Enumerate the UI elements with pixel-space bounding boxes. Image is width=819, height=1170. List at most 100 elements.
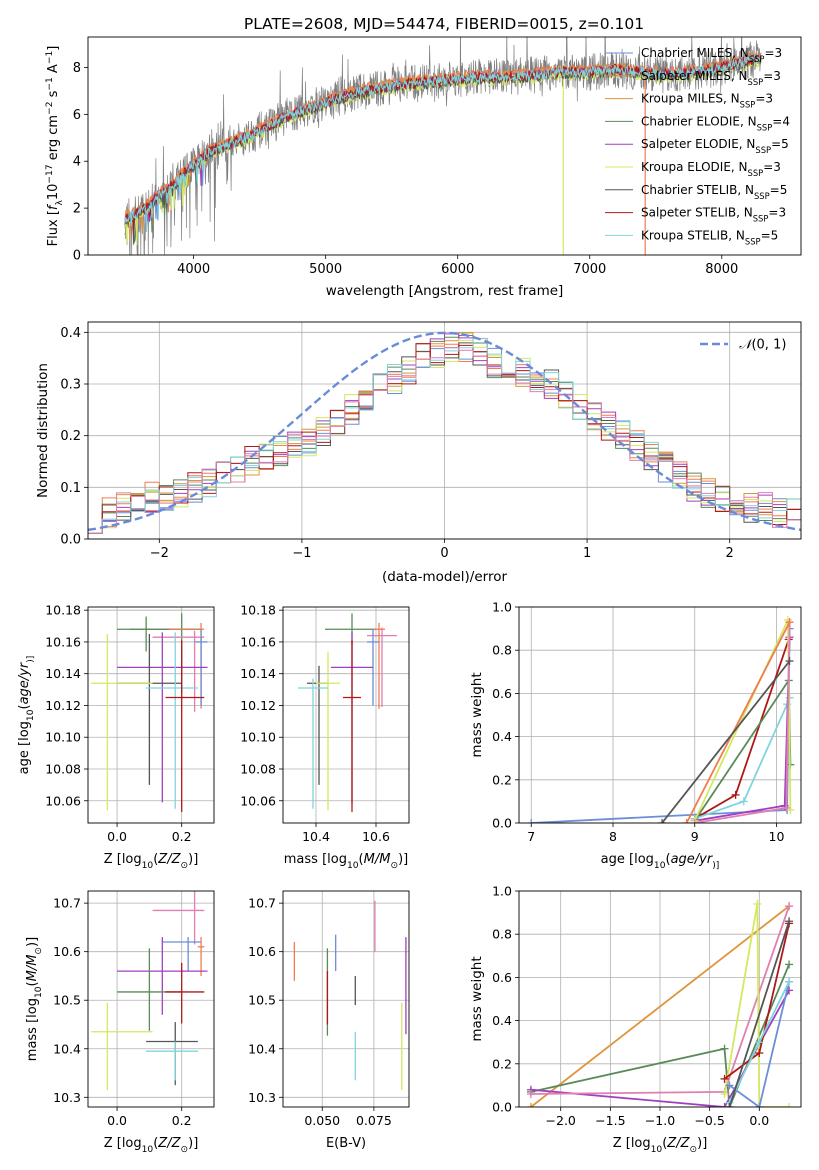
x-tick-label: 10.6 bbox=[362, 829, 390, 844]
y-tick-label: 10.18 bbox=[45, 603, 81, 618]
y-axis-label-part: )] bbox=[26, 656, 36, 663]
mass-weight-marker bbox=[690, 819, 699, 823]
x-axis-label-part: ⊙ bbox=[690, 1145, 698, 1155]
error-bar-point bbox=[298, 678, 328, 809]
plot-area bbox=[283, 607, 409, 823]
y-tick-label: 10.08 bbox=[240, 762, 276, 777]
mass-weight-line bbox=[661, 660, 791, 823]
y-axis-label-part: 10 bbox=[46, 184, 61, 201]
y-axis-label-part: −17 bbox=[45, 164, 55, 183]
y-axis-label: mass weight bbox=[469, 956, 485, 1041]
mass-weight-marker bbox=[526, 1103, 535, 1107]
y-axis-label-part: −1 bbox=[45, 77, 55, 90]
axes-frame bbox=[87, 36, 802, 256]
legend-label-part: SSP bbox=[740, 100, 756, 110]
y-axis-label-part: ⊙ bbox=[34, 947, 44, 955]
y-tick-label: 1.0 bbox=[492, 884, 512, 899]
x-tick-label: 2 bbox=[726, 546, 734, 561]
error-bar-point bbox=[117, 632, 208, 803]
spectrum-lines bbox=[124, 37, 762, 255]
error-bars bbox=[91, 613, 208, 812]
y-tick-label: 0.2 bbox=[492, 772, 512, 787]
x-tick-label: −2.0 bbox=[546, 1113, 576, 1128]
error-bar-point bbox=[91, 1002, 153, 1091]
legend-label: Kroupa MILES, NSSP=3 bbox=[641, 92, 773, 110]
error-bars bbox=[91, 891, 208, 1091]
x-axis-label-part: Z [log bbox=[104, 1136, 142, 1151]
mass-weight-line bbox=[685, 621, 791, 823]
x-tick-label: 0.050 bbox=[304, 1113, 340, 1128]
x-axis-label-part: ( bbox=[153, 852, 158, 867]
x-axis-label-part: ( bbox=[153, 1136, 158, 1151]
y-tick-label: 10.14 bbox=[45, 666, 81, 681]
x-axis-label-part: M/M bbox=[364, 852, 391, 867]
legend-label-part: Kroupa MILES, N bbox=[641, 92, 740, 106]
y-axis-label: Normed distribution bbox=[35, 363, 51, 498]
plot-area bbox=[88, 891, 214, 1107]
mass-vs-ebv-panel: 0.050 0.075 10.3 10.4 10.5 10.6 10.7 E(B-V) bbox=[248, 890, 410, 1151]
x-tick-label: −2 bbox=[150, 546, 169, 561]
x-axis-label-part: ⊙ bbox=[181, 861, 189, 871]
y-tick-label: 10.14 bbox=[240, 666, 276, 681]
x-axis-label-part: ( bbox=[662, 1136, 667, 1151]
x-tick-label: 0.0 bbox=[107, 829, 127, 844]
error-bar-point bbox=[316, 651, 340, 811]
x-axis-label-part: E(B-V) bbox=[326, 1136, 366, 1151]
y-tick-label: 10.4 bbox=[248, 1041, 276, 1056]
axes-frame bbox=[87, 321, 802, 540]
legend-label-part: SSP bbox=[755, 145, 771, 155]
y-tick-label: 10.3 bbox=[248, 1090, 276, 1105]
x-axis-label-part: 10 bbox=[142, 1145, 154, 1155]
y-tick-label: 1.0 bbox=[492, 600, 512, 615]
legend-label: Chabrier ELODIE, NSSP=4 bbox=[641, 114, 790, 132]
y-axis-label-part: 10 bbox=[26, 709, 36, 721]
mass-weight-line bbox=[530, 989, 790, 1107]
mass-weight-marker bbox=[785, 618, 794, 627]
x-axis-label-part: wavelength [Angstrom, rest frame] bbox=[326, 283, 564, 299]
y-tick-label: 10.06 bbox=[45, 793, 81, 808]
y-tick-label: 10.16 bbox=[240, 634, 276, 649]
y-axis-label-part: s bbox=[46, 90, 61, 101]
y-axis-label: Flux [fλ10−17 erg cm−2 s−1 A−1] bbox=[45, 46, 65, 247]
x-tick-label: 7000 bbox=[573, 262, 606, 277]
legend-label-part: =3 bbox=[768, 206, 786, 220]
mass-weight-marker bbox=[720, 1103, 729, 1107]
x-axis-label-part: )] bbox=[398, 852, 408, 867]
error-bar-point bbox=[152, 891, 205, 945]
y-tick-label: 4 bbox=[73, 155, 81, 170]
x-axis-label-part: age [log bbox=[601, 852, 654, 867]
x-axis-label-part: ⊙ bbox=[181, 1145, 189, 1155]
massweight-vs-metallicity-panel: −2.0 −1.5 −1.0 −0.5 0.0 0.0 0.2 0.4 0.6 0.8 1.0 Z [… bbox=[469, 884, 802, 1155]
residual-histogram-panel: −2 −1 0 1 2 0.0 0.1 0.2 0.3 0.4 𝒩(0, 1) (data-model… bbox=[35, 321, 802, 585]
x-tick-label: 5000 bbox=[309, 262, 342, 277]
x-axis-label-part: mass [log bbox=[284, 852, 347, 867]
y-tick-label: 6 bbox=[73, 108, 81, 123]
legend-label-part: Salpeter STELIB, N bbox=[641, 206, 753, 220]
legend-label-part: SSP bbox=[754, 191, 770, 201]
legend-label-part: SSP bbox=[753, 214, 769, 224]
x-tick-label: −1 bbox=[292, 546, 311, 561]
mass-weight-marker bbox=[782, 803, 791, 812]
y-axis-label-part: ( bbox=[25, 981, 40, 986]
x-axis-label: mass [log10(M/M⊙)] bbox=[284, 852, 408, 871]
x-tick-label: 8000 bbox=[705, 262, 738, 277]
y-tick-label: 0.0 bbox=[492, 816, 512, 831]
mass-weight-marker bbox=[527, 819, 536, 823]
y-axis-label-part: −2 bbox=[45, 102, 55, 115]
y-tick-label: 10.10 bbox=[45, 730, 81, 745]
legend-label-part: SSP bbox=[757, 122, 773, 132]
legend-label-part: (0, 1) bbox=[751, 338, 786, 353]
legend-label-part: Salpeter MILES, N bbox=[641, 69, 748, 83]
legend-label-part: Chabrier MILES, N bbox=[641, 46, 749, 60]
histogram-steps bbox=[88, 331, 801, 534]
legend-label-part: =5 bbox=[770, 183, 788, 197]
y-tick-label: 10.6 bbox=[53, 944, 81, 959]
x-tick-label: 6000 bbox=[441, 262, 474, 277]
x-axis-label-part: 10 bbox=[142, 861, 154, 871]
x-tick-label: 8 bbox=[609, 829, 617, 844]
y-tick-label: 2 bbox=[73, 202, 81, 217]
error-bar-point bbox=[146, 632, 198, 809]
y-axis-label-part: f bbox=[46, 203, 61, 210]
legend-label-part: SSP bbox=[748, 168, 764, 178]
y-tick-label: 0.1 bbox=[60, 481, 81, 496]
